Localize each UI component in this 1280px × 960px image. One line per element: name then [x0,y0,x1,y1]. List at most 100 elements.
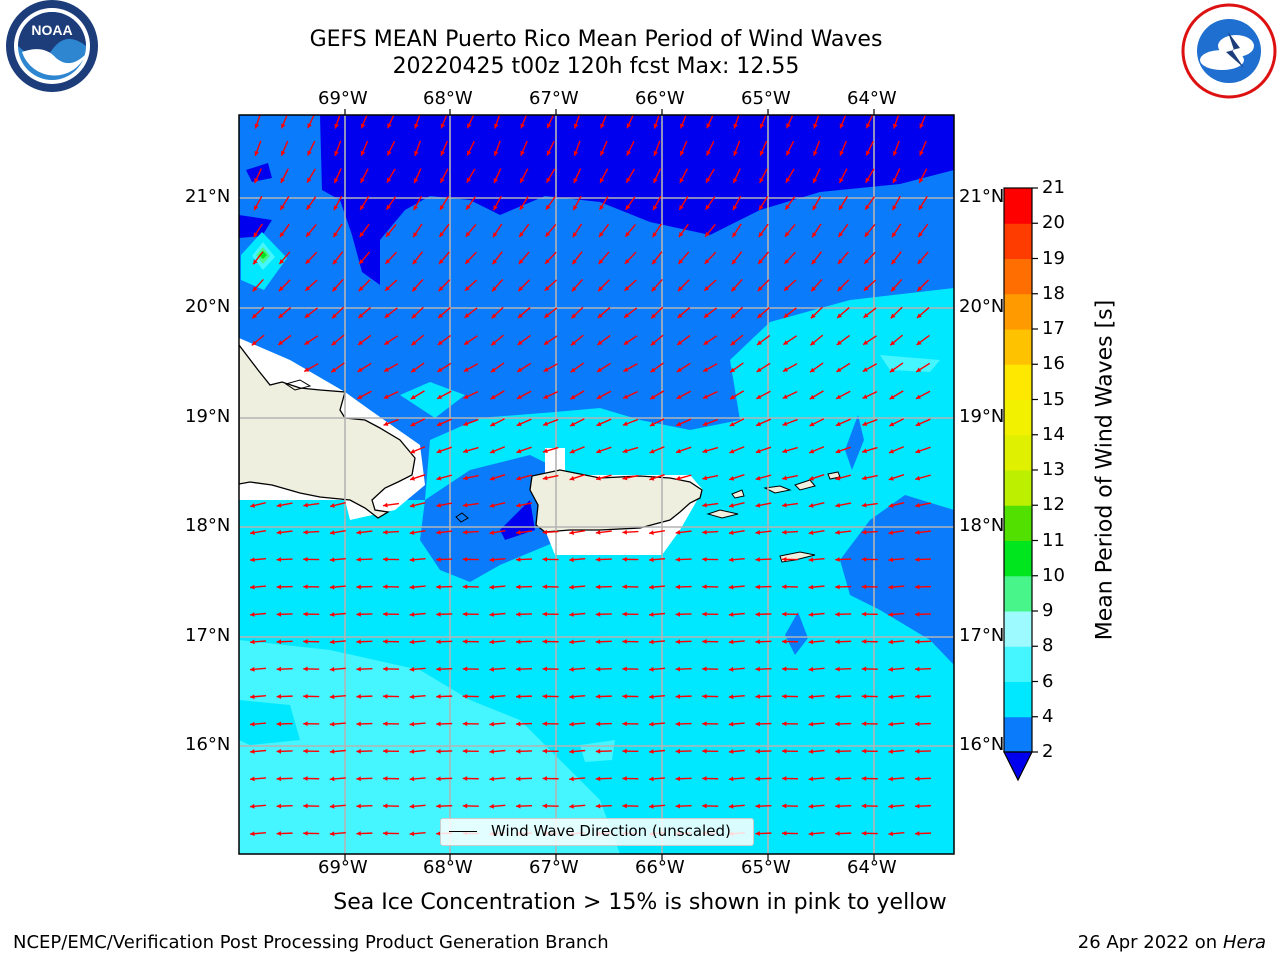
wind-wave-arrow-head [651,313,657,319]
wind-wave-arrow-head [676,448,681,454]
wind-wave-arrow-head [808,584,814,590]
wind-wave-arrow-head [276,721,282,727]
wind-wave-arrow-head [863,313,869,318]
wind-wave-arrow-head [276,584,282,590]
wind-wave-arrow-head [598,286,603,292]
wind-wave-arrow-head [595,748,601,754]
wind-wave-arrow-head [516,748,521,754]
wind-wave-arrow-head [303,556,308,562]
wind-wave-arrow-head [892,205,897,211]
ocean-2-4s-patch [785,612,808,655]
wind-wave-arrow-head [649,694,654,700]
wind-wave-arrow-head [546,150,552,156]
wind-wave-arrow-head [861,502,867,508]
wind-wave-arrow-head [782,448,788,454]
wind-wave-arrow-head [783,313,789,318]
wind-wave-arrow-head [356,530,362,535]
island-mona [455,512,469,523]
wind-wave-arrow-head [358,313,364,319]
wind-wave-arrow-head [516,530,521,535]
wind-wave-arrow-head [436,748,441,754]
wind-wave-arrow-head [785,177,791,183]
wind-wave-arrow-head [595,584,601,590]
wind-wave-arrow-head [888,557,894,563]
colorbar-tick-label: 14 [1042,423,1065,445]
wind-wave-arrow-head [733,178,738,184]
ocean-4-6s-patch [239,700,300,745]
wind-wave-arrow-head [517,340,523,345]
wind-wave-arrow-head [252,313,258,319]
wind-wave-arrow-head [861,830,867,836]
wind-wave-arrow-head [729,503,734,508]
wind-wave-arrow-head [732,232,737,238]
wind-wave-arrow-head [383,666,388,672]
wind-wave-arrow-head [356,721,361,727]
wind-wave-arrow-head [251,340,257,346]
wind-wave-arrow-head [915,475,921,481]
wind-wave-arrow-head [383,693,388,699]
wind-wave-arrow-head [916,340,922,345]
wind-wave-arrow-head [622,721,627,727]
colorbar-tick-label: 21 [1042,177,1065,198]
wind-wave-arrow-head [329,584,335,590]
wind-wave-arrow-head [862,394,868,399]
wind-wave-arrow-head [808,694,814,700]
wind-wave-arrow-head [782,803,787,809]
wind-wave-arrow-head [254,178,259,184]
wind-wave-arrow-head [516,394,522,399]
wind-wave-arrow-head [755,803,760,809]
wind-wave-arrow-head [438,259,444,265]
wind-wave-arrow-head [489,557,495,563]
wind-wave-arrow-head [254,150,259,156]
wind-wave-arrow-head [303,776,308,781]
wind-wave-arrow-head [865,204,870,210]
ocean-under-2s-patch [500,500,535,540]
wind-wave-arrow-head [409,639,415,645]
wind-wave-arrow-head [728,694,734,700]
wind-wave-arrow-head [702,666,707,672]
wind-wave-arrow-head [728,557,734,563]
wind-wave-arrow-head [359,259,364,265]
wind-wave-arrow-head [702,475,708,481]
wind-wave-arrow-head [837,259,843,265]
wind-wave-arrow-head [569,584,574,590]
wind-wave-arrow-head [598,259,604,265]
wind-wave-arrow-head [356,666,361,672]
wind-wave-arrow-head [861,776,867,781]
lat-label-left: 16°N [185,734,231,755]
wind-wave-arrow-head [623,340,629,345]
wind-wave-arrow-head [276,530,282,535]
island-tortola [794,479,816,491]
lon-label-top: 65°W [741,88,791,109]
wind-wave-arrow-head [808,639,814,645]
wind-wave-arrow-head [462,529,468,535]
wind-wave-arrow-head [861,639,867,644]
wind-wave-arrow-head [676,394,682,399]
wind-wave-arrow-head [759,150,765,156]
wind-wave-arrow-head [544,286,550,291]
ocean-under-2s-north [320,115,954,285]
wind-wave-arrow-head [303,502,308,508]
wind-wave-arrow-head [570,394,576,400]
wind-wave-arrow-head [409,612,415,617]
wind-wave-arrow-head [329,749,335,754]
wind-wave-arrow-head [250,612,255,617]
wind-wave-arrow-head [626,177,631,183]
wind-wave-arrow-head [835,557,840,562]
nws-logo [1178,2,1280,100]
colorbar-segment [1004,188,1032,224]
land-hispaniola [239,343,416,519]
wind-wave-arrow-head [782,394,788,399]
wind-wave-arrow-head [812,205,817,211]
wind-wave-arrow-head [410,421,416,427]
wind-wave-arrow-head [569,476,575,481]
wind-wave-arrow-head [811,286,816,292]
wind-wave-arrow-head [808,503,814,508]
wind-wave-arrow-head [706,123,711,129]
wind-wave-arrow-head [702,721,707,727]
wind-wave-arrow-head [624,258,630,264]
wind-wave-arrow-head [250,557,255,563]
wind-wave-arrow-head [516,611,521,617]
ocean-2-4s-patch [845,415,864,470]
